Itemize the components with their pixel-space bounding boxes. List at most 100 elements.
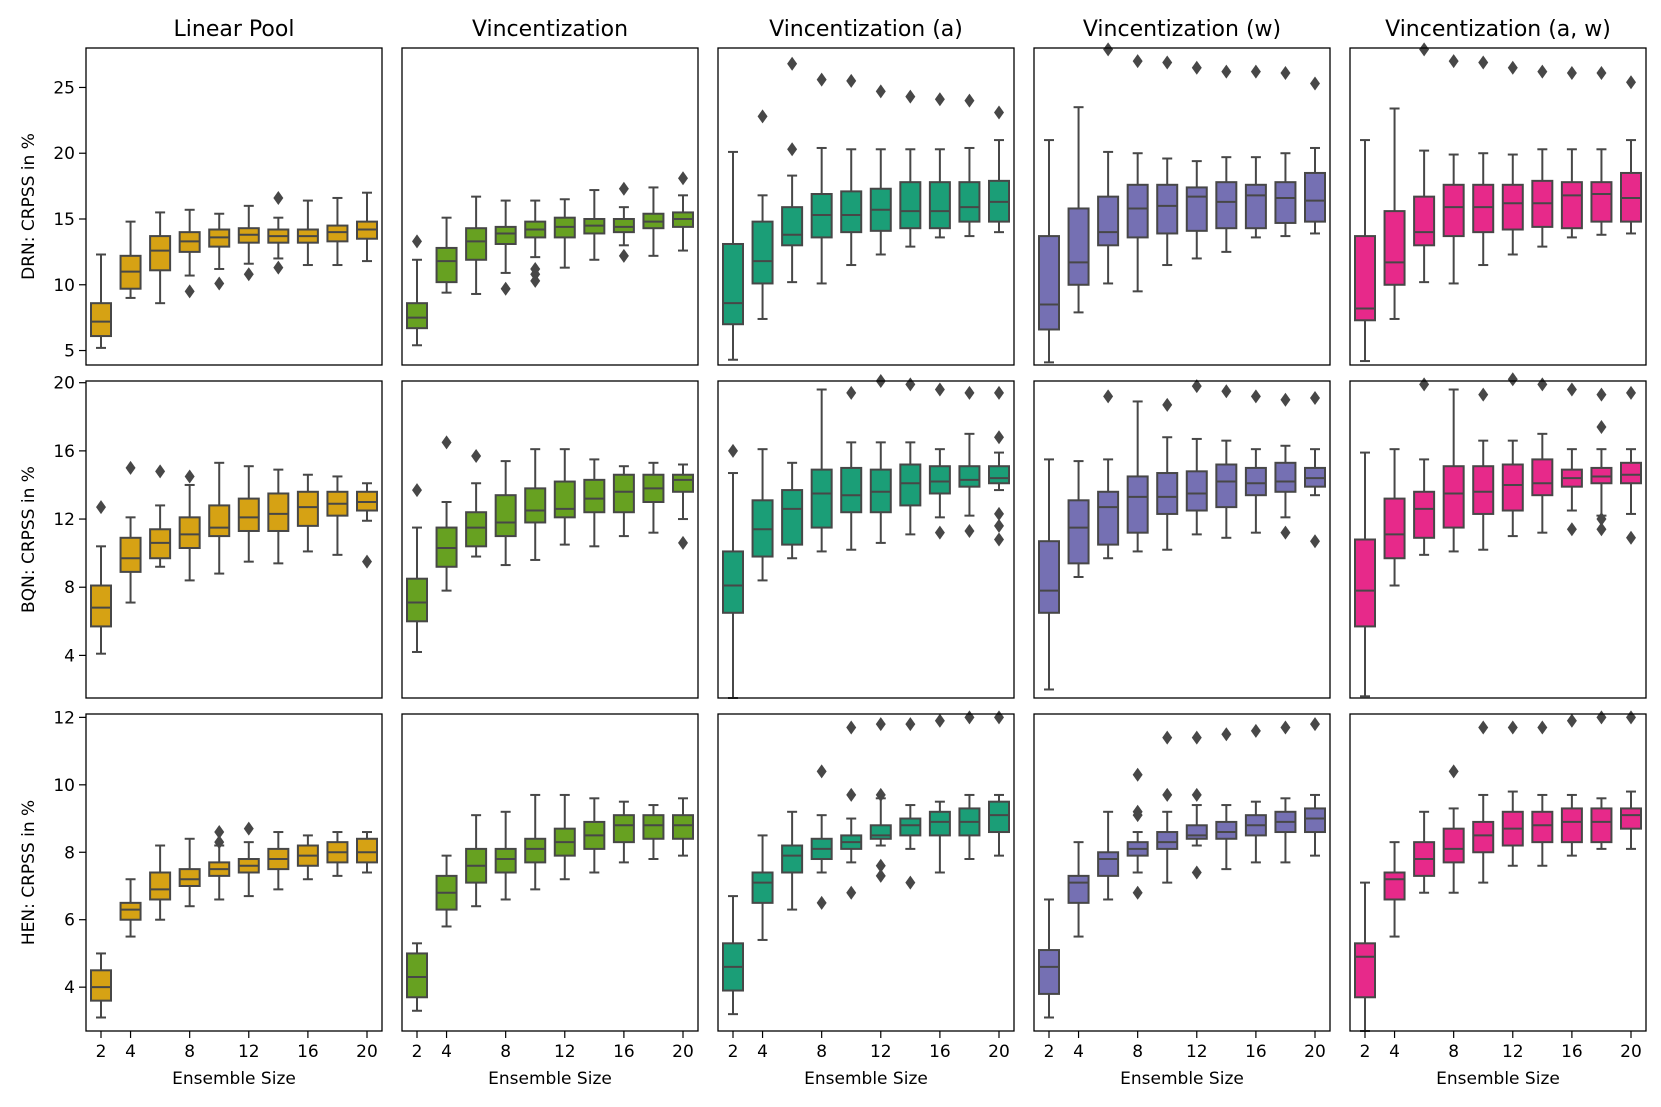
- box-group: [1560, 713, 1583, 857]
- x-tick-label: 2: [728, 1042, 739, 1062]
- box-group: [672, 171, 694, 252]
- x-tick-label: 12: [1502, 1042, 1524, 1062]
- box-group: [1620, 385, 1642, 545]
- y-axis-label: BQN: CRPSS in %: [19, 466, 39, 613]
- x-tick-label: 2: [1044, 1042, 1055, 1062]
- box: [1620, 461, 1642, 485]
- box-group: [553, 448, 576, 546]
- box: [840, 190, 863, 234]
- box-group: [612, 181, 635, 263]
- box-group: [267, 831, 290, 891]
- outlier-marker: [1478, 387, 1489, 402]
- box-group: [899, 377, 922, 536]
- box-group: [1304, 717, 1326, 857]
- outlier-marker: [1250, 389, 1261, 404]
- box: [465, 511, 488, 548]
- outlier-marker: [787, 56, 798, 71]
- box-group: [1442, 388, 1465, 553]
- outlier-marker: [1537, 720, 1548, 735]
- box-group: [553, 198, 576, 269]
- box: [672, 473, 694, 493]
- box: [1156, 183, 1179, 235]
- box-group: [1383, 448, 1406, 587]
- x-tick-label: 8: [1448, 1042, 1459, 1062]
- box-group: [1244, 389, 1267, 534]
- box-group: [988, 105, 1010, 234]
- box-group: [435, 435, 458, 592]
- box: [1126, 183, 1149, 239]
- box-group: [1590, 65, 1613, 236]
- outlier-marker: [125, 460, 136, 475]
- box-group: [237, 821, 260, 898]
- panel-0-4: [1349, 42, 1647, 366]
- panel-1-1: [401, 380, 699, 699]
- box: [1442, 183, 1465, 238]
- box: [1531, 458, 1554, 497]
- box: [1383, 497, 1406, 560]
- outlier-marker: [1280, 525, 1291, 540]
- box-group: [1531, 720, 1554, 867]
- box-group: [90, 253, 112, 349]
- y-axis-label: DRN: CRPSS in %: [19, 133, 39, 280]
- outlier-marker: [1191, 730, 1202, 745]
- outlier-marker: [934, 92, 945, 107]
- box-group: [1038, 458, 1060, 691]
- y-tick-label: 20: [53, 374, 75, 394]
- panel-frame: [85, 47, 383, 366]
- box-group: [178, 837, 201, 908]
- outlier-marker: [875, 868, 886, 883]
- y-tick-label: 10: [53, 276, 75, 296]
- box: [1354, 942, 1376, 999]
- x-axis-label: Ensemble Size: [488, 1069, 612, 1089]
- box-group: [672, 797, 694, 857]
- box-group: [1038, 898, 1060, 1019]
- box-group: [583, 458, 606, 548]
- box-group: [1472, 720, 1495, 884]
- panel-0-0: [85, 47, 383, 366]
- outlier-marker: [964, 93, 975, 108]
- y-tick-label: 8: [64, 843, 75, 863]
- box: [1590, 181, 1613, 223]
- outlier-marker: [757, 109, 768, 124]
- outlier-marker: [994, 518, 1004, 533]
- box: [1215, 463, 1238, 509]
- outlier-marker: [471, 448, 482, 463]
- box-group: [1501, 720, 1524, 867]
- outlier-marker: [1132, 804, 1143, 819]
- x-tick-label: 2: [412, 1042, 423, 1062]
- outlier-marker: [1478, 720, 1489, 735]
- outlier-marker: [875, 787, 886, 802]
- box-group: [988, 710, 1010, 857]
- box-group: [1501, 372, 1524, 538]
- box-group: [296, 199, 319, 267]
- box-group: [296, 473, 319, 553]
- box-group: [1274, 720, 1297, 864]
- box-group: [840, 720, 863, 900]
- box-group: [722, 443, 744, 699]
- y-tick-label: 4: [64, 978, 75, 998]
- x-tick-label: 8: [816, 1042, 827, 1062]
- outlier-marker: [1507, 60, 1518, 75]
- box-group: [119, 220, 142, 299]
- outlier-marker: [1191, 865, 1202, 880]
- box: [1472, 820, 1495, 854]
- box-group: [149, 844, 172, 921]
- box: [1067, 874, 1090, 904]
- panel-frame: [1033, 380, 1331, 699]
- panel-1-2: [717, 374, 1015, 699]
- box: [1413, 490, 1436, 539]
- box: [1185, 824, 1208, 840]
- box: [1383, 210, 1406, 286]
- box-group: [1590, 387, 1613, 537]
- box: [149, 235, 172, 272]
- box-group: [326, 196, 349, 267]
- box-group: [1274, 65, 1297, 238]
- box: [1383, 871, 1406, 901]
- box-group: [406, 483, 428, 653]
- panel-frame: [1033, 713, 1331, 1032]
- outlier-marker: [184, 469, 195, 484]
- box-group: [524, 448, 547, 561]
- box: [524, 487, 547, 524]
- box: [869, 824, 892, 840]
- box-group: [722, 150, 744, 361]
